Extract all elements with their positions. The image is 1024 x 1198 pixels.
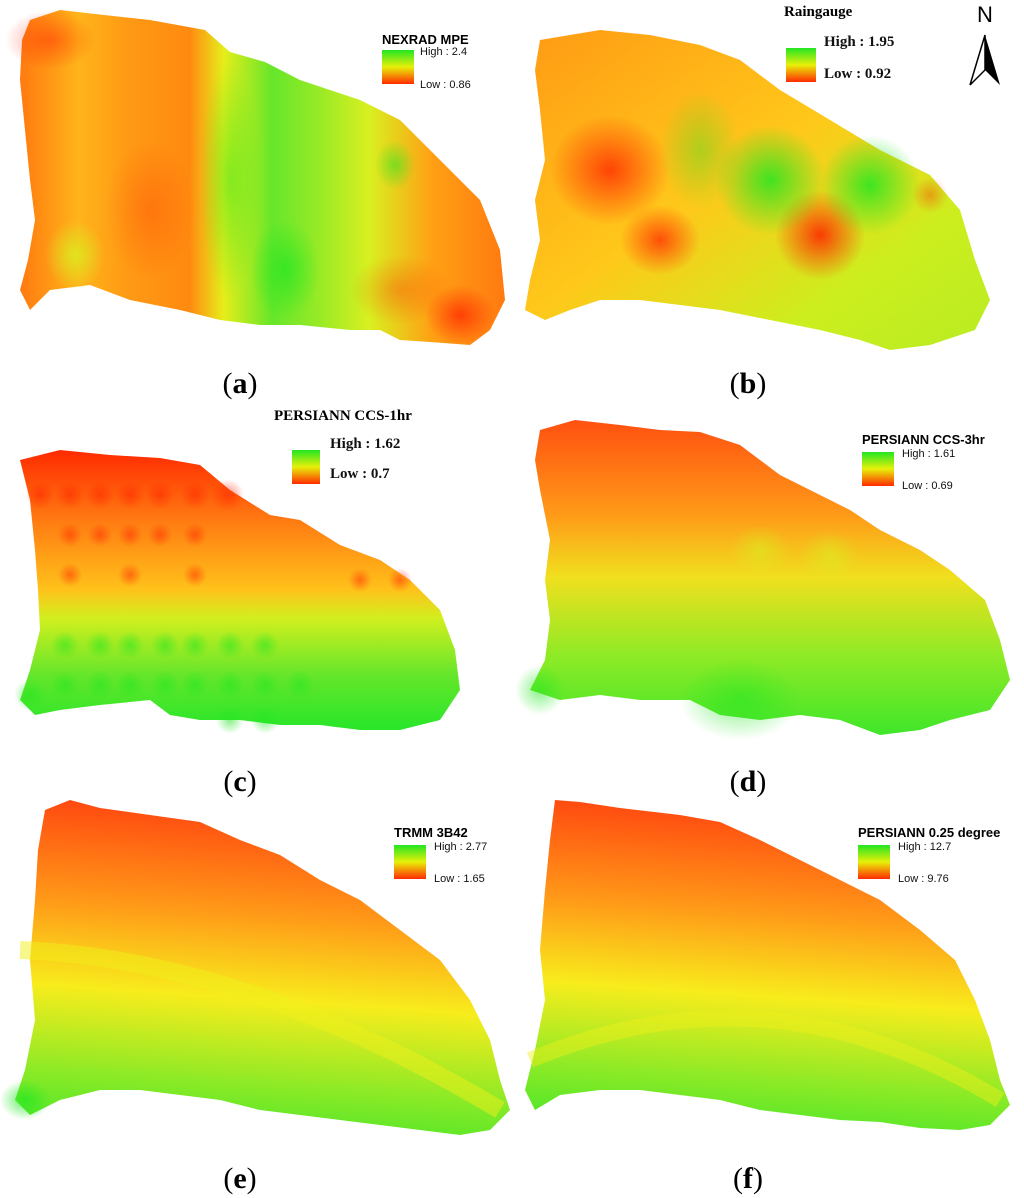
caption-letter: d bbox=[739, 765, 757, 798]
caption-letter: f bbox=[743, 1162, 753, 1195]
legend-a: NEXRAD MPE High : 2.4 Low : 0.86 bbox=[382, 32, 492, 92]
legend-title: Raingauge bbox=[784, 4, 853, 20]
caption-f: (f) bbox=[733, 1162, 763, 1195]
legend-b: Raingauge High : 1.95 Low : 0.92 bbox=[784, 4, 904, 84]
legend-high-label: High : 1.95 bbox=[824, 34, 895, 50]
legend-title: NEXRAD MPE bbox=[382, 32, 469, 47]
caption-letter: a bbox=[232, 367, 248, 400]
north-label: N bbox=[977, 2, 993, 27]
legend-color-ramp bbox=[394, 845, 426, 879]
legend-color-ramp bbox=[858, 845, 890, 879]
legend-low-label: Low : 0.7 bbox=[330, 466, 390, 482]
legend-title: TRMM 3B42 bbox=[394, 825, 468, 840]
map-panel-a bbox=[5, 10, 505, 345]
legend-low-label: Low : 9.76 bbox=[898, 873, 949, 885]
legend-high-label: High : 12.7 bbox=[898, 841, 952, 853]
caption-letter: c bbox=[233, 765, 247, 798]
caption-c: (c) bbox=[223, 765, 257, 798]
legend-color-ramp bbox=[292, 450, 320, 484]
map-panel-e bbox=[0, 800, 510, 1135]
legend-d: PERSIANN CCS-3hr High : 1.61 Low : 0.69 bbox=[862, 432, 1022, 492]
caption-a: (a) bbox=[222, 367, 258, 400]
caption-b: (b) bbox=[729, 367, 767, 400]
legend-c: PERSIANN CCS-1hr High : 1.62 Low : 0.7 bbox=[274, 408, 452, 488]
legend-e: TRMM 3B42 High : 2.77 Low : 1.65 bbox=[394, 825, 504, 885]
map-panel-b bbox=[525, 30, 990, 350]
legend-color-ramp bbox=[382, 50, 414, 84]
legend-high-label: High : 2.77 bbox=[434, 841, 488, 853]
watershed-map-c bbox=[20, 450, 460, 730]
legend-title: PERSIANN CCS-1hr bbox=[274, 408, 412, 424]
caption-e: (e) bbox=[223, 1162, 257, 1195]
map-panel-d bbox=[515, 420, 1010, 740]
legend-title: PERSIANN CCS-3hr bbox=[862, 432, 985, 447]
legend-high-label: High : 2.4 bbox=[420, 46, 468, 58]
legend-high-label: High : 1.61 bbox=[902, 448, 956, 460]
legend-color-ramp bbox=[862, 452, 894, 486]
legend-color-ramp bbox=[786, 48, 816, 82]
watershed-map-f bbox=[525, 800, 1010, 1130]
map-panel-c bbox=[14, 450, 460, 734]
north-arrow-icon bbox=[969, 34, 1000, 86]
caption-letter: b bbox=[739, 367, 757, 400]
legend-title: PERSIANN 0.25 degree bbox=[858, 825, 1001, 840]
legend-f: PERSIANN 0.25 degree High : 12.7 Low : 9… bbox=[858, 825, 1018, 885]
legend-low-label: Low : 0.69 bbox=[902, 480, 953, 492]
legend-low-label: Low : 0.86 bbox=[420, 79, 471, 91]
legend-high-label: High : 1.62 bbox=[330, 436, 401, 452]
caption-letter: e bbox=[233, 1162, 247, 1195]
watershed-map-d bbox=[530, 420, 1010, 735]
legend-low-label: Low : 1.65 bbox=[434, 873, 485, 885]
map-panel-f bbox=[525, 800, 1010, 1130]
caption-d: (d) bbox=[729, 765, 767, 798]
legend-low-label: Low : 0.92 bbox=[824, 66, 892, 82]
